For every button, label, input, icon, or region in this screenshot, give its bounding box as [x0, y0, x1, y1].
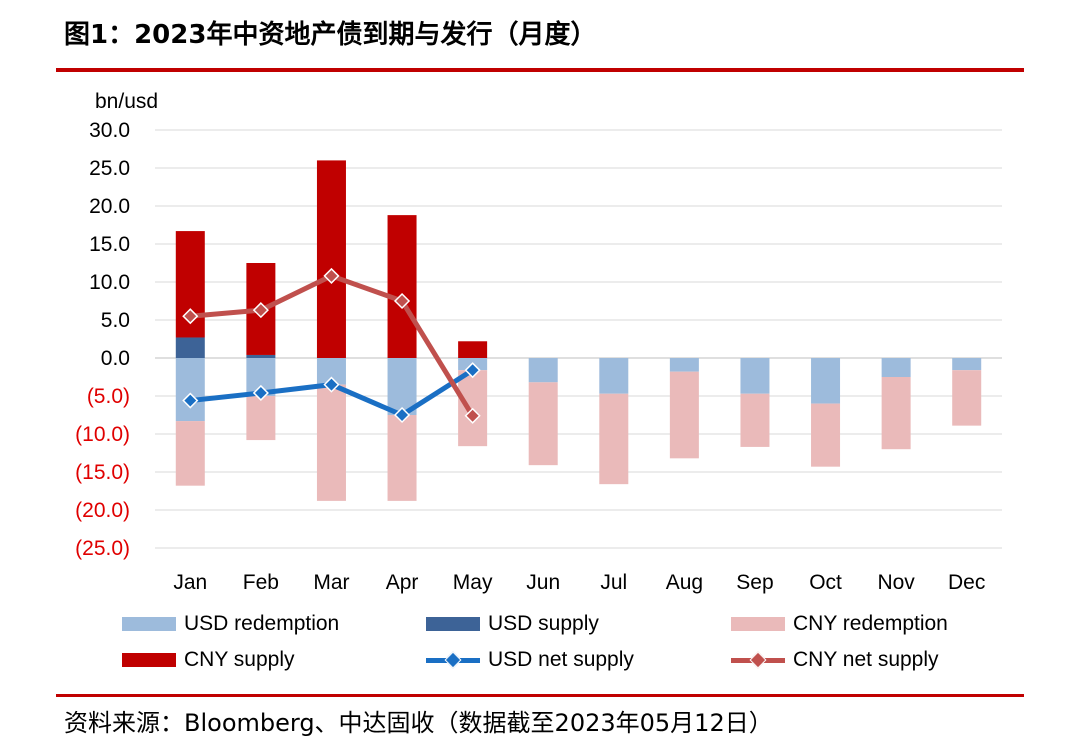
bar-cny-supply	[387, 215, 417, 358]
y-tick-label: 5.0	[101, 309, 130, 332]
bar-cny-redemption	[811, 403, 841, 467]
point-cny-net-supply	[323, 267, 340, 284]
point-cny-net-supply	[464, 407, 481, 424]
y-tick-label: 0.0	[101, 347, 130, 370]
bar-usd-redemption	[387, 358, 417, 415]
bar-cny-redemption	[528, 382, 558, 466]
x-tick-label: Jun	[526, 571, 560, 594]
point-usd-net-supply	[464, 362, 481, 379]
bar-cny-redemption	[740, 393, 770, 447]
bar-usd-redemption	[740, 358, 770, 394]
y-tick-label: (20.0)	[75, 499, 130, 522]
y-tick-label: 30.0	[89, 119, 130, 142]
bar-usd-redemption	[599, 358, 629, 394]
y-tick-label: (15.0)	[75, 461, 130, 484]
bar-cny-redemption	[175, 421, 205, 486]
point-usd-net-supply	[323, 376, 340, 393]
x-tick-label: Dec	[948, 571, 985, 594]
bar-usd-redemption	[175, 358, 205, 422]
y-tick-label: 15.0	[89, 233, 130, 256]
y-tick-label: (10.0)	[75, 423, 130, 446]
bar-cny-supply	[316, 160, 346, 358]
bar-usd-supply	[175, 337, 205, 358]
point-usd-net-supply	[182, 392, 199, 409]
bar-cny-redemption	[881, 377, 911, 450]
y-tick-label: 10.0	[89, 271, 130, 294]
y-axis-label: bn/usd	[95, 90, 158, 113]
point-usd-net-supply	[393, 406, 411, 424]
x-tick-label: Jan	[173, 571, 207, 594]
point-cny-net-supply	[182, 308, 199, 325]
bar-cny-redemption	[316, 384, 346, 501]
y-tick-label: 25.0	[89, 157, 130, 180]
point-cny-net-supply	[252, 302, 269, 319]
bar-usd-redemption	[881, 358, 911, 377]
title-divider	[56, 68, 1024, 72]
bar-cny-redemption	[599, 393, 629, 485]
x-tick-label: Mar	[313, 571, 349, 594]
bar-cny-redemption	[952, 370, 982, 426]
bar-cny-redemption	[246, 396, 276, 441]
x-tick-label: Sep	[736, 571, 773, 594]
x-tick-label: May	[453, 571, 493, 594]
chart-title: 图1：2023年中资地产债到期与发行（月度）	[64, 20, 597, 50]
bar-usd-redemption	[669, 358, 699, 372]
x-tick-label: Oct	[809, 571, 842, 594]
bar-usd-redemption	[811, 358, 841, 404]
bar-cny-redemption	[669, 371, 699, 459]
bar-usd-redemption	[952, 358, 982, 371]
y-tick-label: (5.0)	[87, 385, 130, 408]
x-tick-label: Apr	[386, 571, 419, 594]
source-divider	[56, 694, 1024, 697]
x-tick-label: Nov	[877, 571, 915, 594]
x-tick-label: Feb	[243, 571, 279, 594]
point-cny-net-supply	[393, 292, 411, 310]
bar-usd-redemption	[528, 358, 558, 383]
x-tick-label: Jul	[600, 571, 627, 594]
x-tick-label: Aug	[666, 571, 703, 594]
y-tick-label: (25.0)	[75, 537, 130, 560]
bar-usd-supply	[246, 354, 276, 358]
source-note: 资料来源：Bloomberg、中达固收（数据截至2023年05月12日）	[64, 709, 773, 737]
point-usd-net-supply	[252, 384, 269, 402]
bar-cny-supply	[458, 341, 488, 358]
bar-cny-redemption	[387, 415, 417, 501]
y-tick-label: 20.0	[89, 195, 130, 218]
